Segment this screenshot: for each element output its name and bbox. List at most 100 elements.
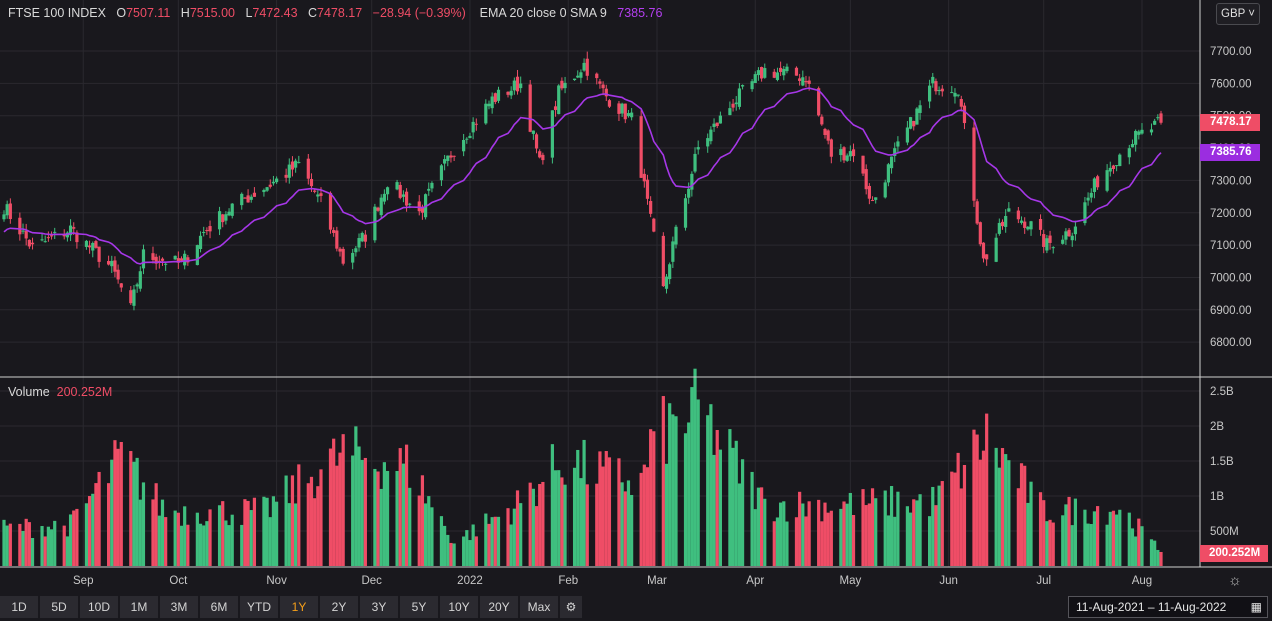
candle	[1061, 235, 1065, 245]
candle-body	[8, 203, 12, 220]
candle	[1153, 118, 1157, 126]
candle	[1019, 216, 1024, 225]
range-button-max[interactable]: Max	[520, 596, 558, 618]
volume-bar	[49, 529, 54, 566]
date-range-picker[interactable]: 11-Aug-2021 – 11-Aug-2022 ▦	[1068, 596, 1268, 618]
volume-bar	[886, 515, 890, 566]
candle-body	[731, 103, 735, 108]
candle	[693, 147, 697, 174]
candle	[870, 196, 875, 202]
calendar-icon[interactable]: ▦	[1250, 600, 1262, 614]
volume-bar	[826, 512, 830, 566]
candle-body	[962, 105, 967, 124]
range-button-1m[interactable]: 1M	[120, 596, 158, 618]
candle-body	[626, 113, 631, 117]
range-button-10d[interactable]: 10D	[80, 596, 118, 618]
candle-body	[116, 269, 120, 280]
sun-icon[interactable]: ☼	[1228, 572, 1242, 589]
range-button-5d[interactable]: 5D	[40, 596, 78, 618]
candle	[572, 78, 577, 81]
candle	[496, 86, 501, 104]
candle-body	[385, 187, 390, 195]
time-axis[interactable]: Sep Oct Nov Dec 2022 Feb Mar Apr May Jun Jul Aug	[73, 575, 1152, 587]
candle-body	[534, 134, 539, 149]
candle	[68, 219, 73, 242]
candle	[338, 246, 342, 257]
candle-body	[151, 253, 155, 260]
volume-bar	[183, 506, 187, 566]
candle	[1016, 206, 1020, 224]
volume-bar	[620, 482, 624, 566]
candle-body	[246, 195, 250, 203]
volume-bar	[1159, 551, 1163, 566]
volume-bar	[30, 537, 35, 566]
range-button-2y[interactable]: 2Y	[320, 596, 358, 618]
range-button-10y[interactable]: 10Y	[440, 596, 478, 618]
candle	[750, 79, 754, 92]
range-button-20y[interactable]: 20Y	[480, 596, 518, 618]
volume-bar	[953, 472, 957, 566]
candle	[474, 118, 478, 131]
range-button-6m[interactable]: 6M	[200, 596, 238, 618]
candle-body	[1105, 170, 1109, 191]
candle	[889, 156, 894, 174]
candle	[1004, 209, 1008, 233]
candle	[842, 146, 846, 164]
candle	[8, 198, 12, 224]
volume-bar	[427, 496, 431, 566]
candle	[316, 190, 320, 203]
high-value: 7515.00	[189, 6, 236, 20]
candle-body	[202, 232, 206, 234]
candle-body	[661, 235, 665, 287]
range-button-ytd[interactable]: YTD	[240, 596, 278, 618]
candle-body	[404, 191, 409, 206]
volume-bar	[68, 514, 73, 566]
candle	[829, 138, 833, 164]
open-value: 7507.11	[126, 6, 171, 20]
candle-body	[183, 253, 187, 266]
candle	[1045, 235, 1049, 254]
volume-bar	[889, 486, 894, 566]
indicator-label[interactable]: EMA 20 close 0 SMA 9	[479, 6, 607, 20]
candle	[985, 254, 989, 266]
candle-body	[820, 116, 824, 125]
candle	[576, 70, 580, 79]
candle	[534, 132, 539, 154]
candle	[230, 203, 234, 219]
volume-bar	[779, 502, 783, 566]
range-button-1d[interactable]: 1D	[0, 596, 38, 618]
candle-body	[889, 156, 894, 169]
candle-body	[908, 117, 913, 129]
candle	[512, 77, 516, 95]
volume-bar	[557, 470, 561, 566]
volume-axis[interactable]: 500M 1B 1.5B 2B 2.5B	[1210, 386, 1239, 538]
candle	[465, 137, 469, 144]
range-button-3m[interactable]: 3M	[160, 596, 198, 618]
volume-bar	[1149, 539, 1154, 566]
volume-bar	[734, 440, 738, 566]
volume-bar	[1067, 496, 1071, 566]
candle	[290, 156, 295, 177]
range-button-1y[interactable]: 1Y	[280, 596, 318, 618]
range-button-5y[interactable]: 5Y	[400, 596, 438, 618]
candle	[490, 92, 494, 114]
candle	[1000, 219, 1005, 230]
volume-bar	[408, 487, 412, 566]
range-button-3y[interactable]: 3Y	[360, 596, 398, 618]
volume-bar	[1004, 454, 1008, 566]
candle	[1042, 229, 1046, 254]
candle-body	[224, 214, 228, 221]
candle-body	[27, 239, 31, 247]
volume-bar	[668, 403, 672, 566]
candle	[883, 179, 887, 199]
volume-label[interactable]: Volume	[8, 385, 50, 399]
volume-bar	[541, 481, 545, 566]
time-tick-label: 2022	[457, 575, 483, 587]
candle-body	[807, 80, 811, 84]
gear-icon[interactable]: ⚙	[560, 596, 582, 618]
low-value: 7472.43	[252, 6, 298, 20]
candle-body	[531, 130, 535, 134]
volume-bar	[363, 457, 367, 566]
currency-button[interactable]: GBP ˅	[1216, 3, 1260, 25]
